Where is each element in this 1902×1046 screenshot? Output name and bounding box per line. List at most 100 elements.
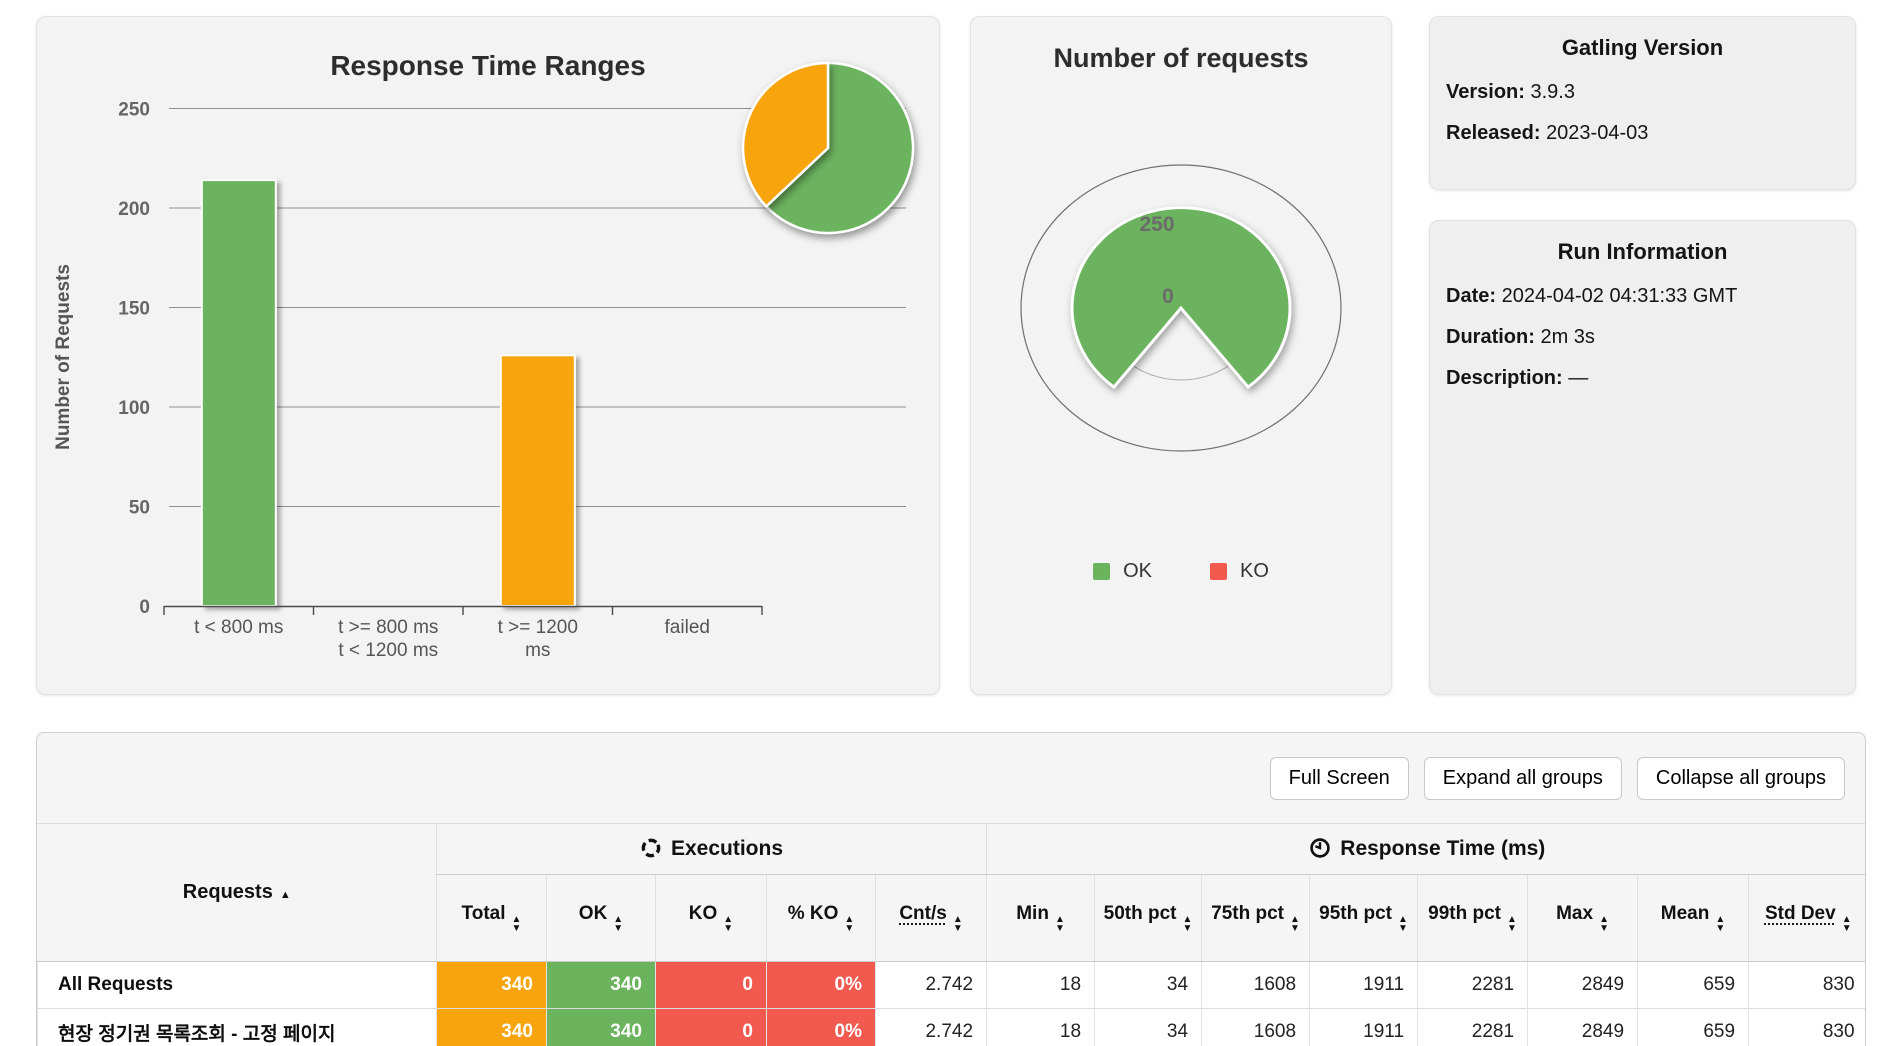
full-screen-button[interactable]: Full Screen: [1269, 757, 1409, 800]
legend-item-ko[interactable]: KO: [1210, 560, 1269, 583]
sort-icon: [1715, 915, 1725, 933]
gauge-tick-250: 250: [1139, 213, 1174, 236]
column-header-std-dev[interactable]: Std Dev: [1748, 874, 1865, 962]
panel-title: Run Information: [1557, 239, 1728, 264]
bar-2: [499, 354, 576, 607]
p50-cell: 34: [1094, 961, 1202, 1009]
panel-title: Gatling Version: [1561, 35, 1724, 60]
column-header-ok[interactable]: OK: [546, 874, 656, 962]
y-tick-label: 250: [118, 100, 150, 121]
sort-icon: [723, 915, 733, 933]
p75-cell: 1608: [1201, 961, 1310, 1009]
column-header-50th-pct[interactable]: 50th pct: [1094, 874, 1202, 962]
x-category-label: failed: [665, 617, 710, 638]
number-of-requests-panel: Number of requests 250 0 OK KO: [970, 16, 1392, 695]
sort-icon: [1599, 915, 1609, 933]
mean-cell: 659: [1637, 1008, 1749, 1046]
column-header-95th-pct[interactable]: 95th pct: [1309, 874, 1418, 962]
x-category-label: t < 1200 ms: [338, 640, 438, 661]
table-toolbar: Full Screen Expand all groups Collapse a…: [37, 733, 1865, 824]
run-information-panel: Run Information Date: 2024-04-02 04:31:3…: [1429, 220, 1856, 695]
description-field: Description: —: [1446, 367, 1589, 389]
table-row: 현장 정기권 목록조회 - 고정 페이지 340 340 0 0% 2.742 18 34 16…: [37, 1008, 1865, 1046]
ok-cell: 340: [546, 961, 656, 1009]
gauge-ok-wedge: [1070, 206, 1292, 389]
released-field: Released: 2023-04-03: [1446, 122, 1649, 144]
sort-icon: [953, 915, 963, 933]
column-header--ko[interactable]: % KO: [766, 874, 876, 962]
cnt-per-s-cell: 2.742: [874, 1008, 987, 1046]
expand-all-groups-button[interactable]: Expand all groups: [1423, 757, 1622, 800]
p75-cell: 1608: [1201, 1008, 1310, 1046]
column-header-max[interactable]: Max: [1527, 874, 1638, 962]
p50-cell: 34: [1094, 1008, 1202, 1046]
p99-cell: 2281: [1417, 961, 1528, 1009]
y-axis-label: Number of Requests: [53, 264, 74, 450]
legend-label: KO: [1240, 560, 1269, 582]
legend-label: OK: [1123, 560, 1152, 582]
ok-cell: 340: [546, 1008, 656, 1046]
gauge-tick-0: 0: [1162, 285, 1174, 308]
duration-field: Duration: 2m 3s: [1446, 326, 1595, 348]
x-category-label: t >= 800 ms: [338, 617, 438, 638]
sort-icon: [1507, 915, 1517, 933]
request-name-cell[interactable]: All Requests: [37, 961, 437, 1009]
response-time-ranges-chart: Response Time Ranges 0 50 100 150 200 250 Numbe…: [53, 50, 915, 661]
table-row: All Requests 340 340 0 0% 2.742 18 34 1608 1911 22…: [37, 961, 1865, 1009]
date-field: Date: 2024-04-02 04:31:33 GMT: [1446, 285, 1738, 307]
version-field: Version: 3.9.3: [1446, 81, 1575, 103]
response-time-ranges-panel: Response Time Ranges 0 50 100 150 200 250 Numbe…: [36, 16, 940, 695]
cnt-per-s-cell: 2.742: [874, 961, 987, 1009]
legend-item-ok[interactable]: OK: [1093, 560, 1152, 583]
sort-icon: [844, 915, 854, 933]
column-header-min[interactable]: Min: [986, 874, 1095, 962]
pct-ko-cell: 0%: [766, 1008, 876, 1046]
column-header-75th-pct[interactable]: 75th pct: [1201, 874, 1310, 962]
x-category-label: t < 800 ms: [194, 617, 283, 638]
min-cell: 18: [986, 961, 1095, 1009]
column-header-mean[interactable]: Mean: [1637, 874, 1749, 962]
std-dev-cell: 830: [1748, 1008, 1865, 1046]
column-header-ko[interactable]: KO: [655, 874, 767, 962]
pie-slice-1: [741, 61, 830, 209]
chart-title: Response Time Ranges: [330, 50, 645, 81]
sort-ascending-icon: [280, 881, 291, 903]
y-tick-label: 150: [118, 299, 150, 320]
p99-cell: 2281: [1417, 1008, 1528, 1046]
chart-title: Number of requests: [1053, 43, 1309, 73]
min-cell: 18: [986, 1008, 1095, 1046]
sort-icon: [1398, 915, 1408, 933]
sort-icon: [1055, 915, 1065, 933]
sort-icon: [1842, 915, 1852, 933]
y-tick-label: 0: [139, 597, 150, 618]
column-header-99th-pct[interactable]: 99th pct: [1417, 874, 1528, 962]
p95-cell: 1911: [1309, 1008, 1418, 1046]
bar-0: [200, 179, 277, 607]
max-cell: 2849: [1527, 1008, 1638, 1046]
sort-icon: [512, 915, 522, 933]
pct-ko-cell: 0%: [766, 961, 876, 1009]
requests-column-header[interactable]: Requests: [37, 824, 437, 962]
request-name-cell[interactable]: 현장 정기권 목록조회 - 고정 페이지: [37, 1008, 437, 1046]
column-header-total[interactable]: Total: [436, 874, 547, 962]
executions-refresh-icon: [641, 838, 661, 858]
y-tick-label: 100: [118, 398, 150, 419]
ko-cell: 0: [655, 1008, 767, 1046]
collapse-all-groups-button[interactable]: Collapse all groups: [1636, 757, 1845, 800]
statistics-table: Requests Executions Response Time (ms) T…: [37, 824, 1865, 1046]
executions-group-header: Executions: [435, 824, 987, 875]
top-panels: Response Time Ranges 0 50 100 150 200 250 Numbe…: [36, 16, 1866, 695]
pie-slice-0: [764, 61, 915, 235]
info-column: Gatling Version Version: 3.9.3 Released:…: [1429, 16, 1856, 695]
total-cell: 340: [436, 961, 547, 1009]
response-time-group-header: Response Time (ms): [986, 824, 1865, 875]
column-header-cnt-s[interactable]: Cnt/s: [874, 874, 987, 962]
p95-cell: 1911: [1309, 961, 1418, 1009]
gatling-version-panel: Gatling Version Version: 3.9.3 Released:…: [1429, 16, 1856, 190]
std-dev-cell: 830: [1748, 961, 1865, 1009]
clock-icon: [1310, 838, 1331, 858]
x-category-label: t >= 1200: [498, 617, 578, 638]
sort-icon: [1183, 915, 1193, 933]
statistics-section: Full Screen Expand all groups Collapse a…: [36, 732, 1866, 1046]
gauge-outer-ring: [1020, 164, 1342, 452]
